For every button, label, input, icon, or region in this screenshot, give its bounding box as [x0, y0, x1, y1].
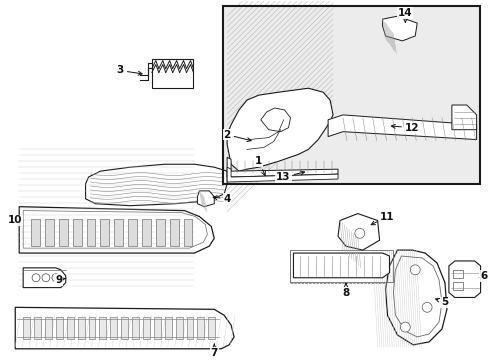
Polygon shape	[385, 250, 446, 345]
Circle shape	[32, 274, 40, 282]
Bar	[110, 317, 117, 339]
Polygon shape	[337, 213, 379, 250]
Bar	[223, 6, 479, 184]
Bar	[23, 317, 30, 339]
Polygon shape	[23, 268, 65, 288]
Bar	[56, 317, 62, 339]
Bar	[142, 317, 150, 339]
Bar	[73, 219, 81, 246]
Bar	[45, 317, 52, 339]
Text: 2: 2	[223, 130, 250, 141]
Bar	[78, 317, 84, 339]
Bar	[132, 317, 139, 339]
Bar	[152, 59, 193, 88]
Bar	[452, 270, 462, 278]
Bar	[183, 219, 192, 246]
Text: 5: 5	[435, 297, 447, 307]
Bar	[114, 219, 123, 246]
Text: 13: 13	[276, 171, 304, 182]
Text: 4: 4	[213, 194, 230, 204]
Polygon shape	[197, 191, 214, 207]
Circle shape	[421, 302, 431, 312]
Polygon shape	[226, 157, 337, 177]
Bar	[34, 317, 41, 339]
Polygon shape	[293, 253, 389, 278]
Bar	[154, 317, 161, 339]
Text: 14: 14	[397, 8, 412, 22]
Text: 10: 10	[8, 216, 22, 225]
Polygon shape	[85, 164, 226, 206]
Text: 1: 1	[255, 156, 265, 176]
Bar	[208, 317, 215, 339]
Text: 7: 7	[210, 344, 218, 358]
Bar	[121, 317, 128, 339]
Bar	[31, 219, 40, 246]
Bar	[175, 317, 182, 339]
Polygon shape	[448, 261, 480, 297]
Bar	[99, 317, 106, 339]
Bar	[142, 219, 151, 246]
Text: 11: 11	[370, 212, 394, 225]
Circle shape	[52, 274, 60, 282]
Bar	[186, 317, 193, 339]
Text: 8: 8	[342, 283, 349, 297]
Bar	[169, 219, 178, 246]
Polygon shape	[19, 207, 214, 253]
Bar	[59, 219, 67, 246]
Bar	[128, 219, 137, 246]
Text: 3: 3	[116, 66, 142, 76]
Circle shape	[409, 265, 419, 275]
Bar	[86, 219, 95, 246]
Bar	[164, 317, 171, 339]
Text: 6: 6	[478, 271, 486, 281]
Polygon shape	[451, 105, 476, 130]
Polygon shape	[382, 16, 416, 41]
Bar	[197, 317, 204, 339]
Polygon shape	[15, 307, 234, 349]
Bar	[88, 317, 95, 339]
Circle shape	[400, 322, 409, 332]
Polygon shape	[226, 167, 337, 182]
Polygon shape	[226, 88, 332, 171]
Bar	[452, 282, 462, 289]
Circle shape	[42, 274, 50, 282]
Bar	[156, 219, 164, 246]
Bar	[45, 219, 54, 246]
Bar	[100, 219, 109, 246]
Circle shape	[354, 228, 364, 238]
Polygon shape	[260, 108, 290, 132]
Bar	[289, 250, 393, 282]
Text: 9: 9	[55, 275, 66, 285]
Bar	[66, 317, 74, 339]
Polygon shape	[327, 115, 476, 140]
Bar	[223, 6, 479, 184]
Text: 12: 12	[390, 123, 419, 133]
